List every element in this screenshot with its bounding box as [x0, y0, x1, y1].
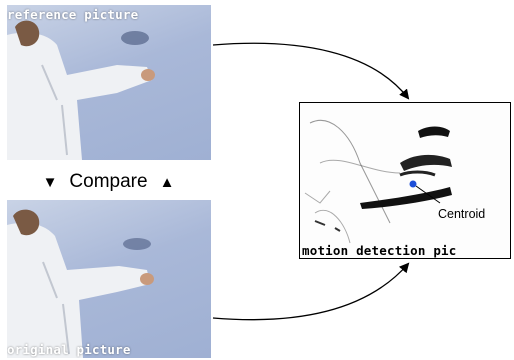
original-picture-caption: original picture — [7, 342, 131, 357]
compare-label-row: ▼ Compare ▲ — [6, 170, 211, 194]
reference-picture: reference picture — [7, 5, 211, 160]
down-triangle-icon: ▼ — [42, 173, 58, 191]
original-photo-figure — [7, 209, 154, 358]
reference-to-motion-arrow — [212, 42, 410, 100]
original-to-motion-arrow — [212, 262, 410, 321]
motion-detection-caption: motion detection pic — [302, 243, 457, 258]
original-picture: original picture — [7, 200, 211, 358]
up-triangle-icon: ▲ — [159, 173, 175, 191]
motion-detection-picture: Centroid motion detection pic — [299, 102, 511, 259]
centroid-dot — [409, 180, 417, 188]
motion-silhouette — [304, 119, 452, 244]
compare-label: Compare — [69, 171, 148, 192]
centroid-label: Centroid — [438, 207, 486, 221]
reference-picture-caption: reference picture — [7, 7, 139, 22]
reference-photo-figure — [7, 20, 155, 160]
